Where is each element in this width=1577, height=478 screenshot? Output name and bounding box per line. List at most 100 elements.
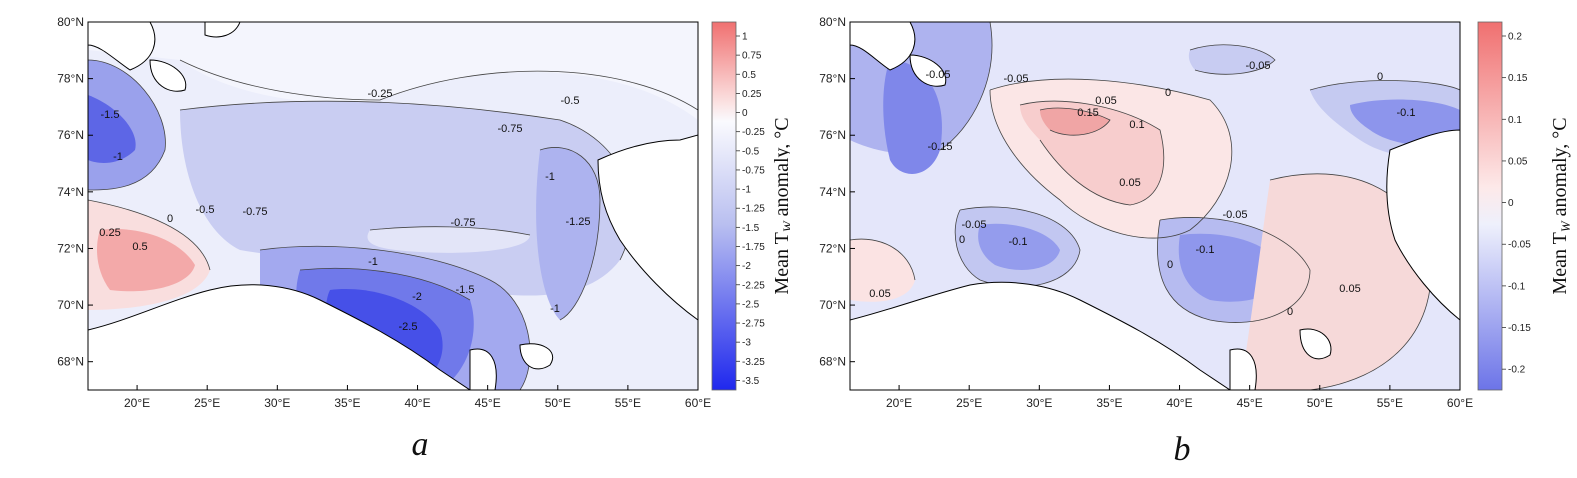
panel-a-lat-ticks: 80°N 78°N 76°N 74°N 72°N 70°N 68°N bbox=[57, 15, 93, 369]
contour-label: -0.75 bbox=[242, 206, 267, 218]
panel-a-field bbox=[88, 22, 698, 390]
colorbar-tick-label: 0.25 bbox=[742, 89, 762, 100]
contour-label: 0.15 bbox=[1077, 107, 1098, 119]
lat-tick-label: 74°N bbox=[57, 185, 84, 199]
contour-label: -0.5 bbox=[196, 204, 215, 216]
lon-tick-label: 50°E bbox=[545, 396, 571, 410]
contour-label: -0.05 bbox=[961, 219, 986, 231]
contour-label: 0.05 bbox=[869, 288, 890, 300]
contour-label: 0.05 bbox=[1119, 177, 1140, 189]
lon-tick-label: 25°E bbox=[194, 396, 220, 410]
panel-b-lon-ticks: 20°E 25°E 30°E 35°E 40°E 45°E 50°E 55°E 60°E bbox=[886, 385, 1473, 410]
contour-label: -0.1 bbox=[1196, 244, 1215, 256]
colorbar-tick-label: -3 bbox=[742, 338, 751, 349]
panel-b-lat-ticks: 80°N 78°N 76°N 74°N 72°N 70°N 68°N bbox=[819, 15, 855, 369]
contour-label: 0.1 bbox=[1129, 119, 1144, 131]
contour-label: -0.1 bbox=[1009, 236, 1028, 248]
colorbar-tick-label: -2.75 bbox=[742, 319, 765, 330]
contour-label: -0.1 bbox=[1397, 107, 1416, 119]
lat-tick-label: 76°N bbox=[57, 128, 84, 142]
colorbar-tick-label: 0.75 bbox=[742, 51, 762, 62]
colorbar-tick-label: 1 bbox=[742, 32, 748, 43]
lat-tick-label: 68°N bbox=[819, 355, 846, 369]
colorbar-tick-label: 0.1 bbox=[1508, 115, 1522, 126]
panel-b-field bbox=[850, 22, 1460, 390]
lon-tick-label: 60°E bbox=[1447, 396, 1473, 410]
colorbar-tick-label: -2.25 bbox=[742, 280, 765, 291]
lon-tick-label: 40°E bbox=[1166, 396, 1192, 410]
colorbar-tick-label: -0.75 bbox=[742, 165, 765, 176]
colorbar-tick-label: -1.75 bbox=[742, 242, 765, 253]
panel-a-colorbar-ticks: 1 0.75 0.5 0.25 0 -0.25 -0.5 -0.75 -1 -1.25 -1.5 -1… bbox=[736, 32, 765, 387]
lon-tick-label: 35°E bbox=[334, 396, 360, 410]
contour-label: -0.25 bbox=[367, 88, 392, 100]
contour-label: -2.5 bbox=[399, 321, 418, 333]
lat-tick-label: 72°N bbox=[57, 241, 84, 255]
colorbar-tick-label: -0.05 bbox=[1508, 240, 1531, 251]
panel-a-colorbar bbox=[711, 21, 737, 391]
contour-label: -1 bbox=[113, 151, 123, 163]
contour-label: -1 bbox=[368, 256, 378, 268]
contour-label: -1 bbox=[550, 303, 560, 315]
contour-label: 0 bbox=[1377, 71, 1383, 83]
contour-label: -0.05 bbox=[1222, 209, 1247, 221]
contour-label: -2 bbox=[412, 291, 422, 303]
contour-label: -1.25 bbox=[565, 216, 590, 228]
lat-tick-label: 70°N bbox=[57, 298, 84, 312]
lat-tick-label: 68°N bbox=[57, 355, 84, 369]
panel-b-contour-labels: -0.05 -0.05-0.0500.050.150.10.05-0.1-0.15… bbox=[869, 60, 1415, 318]
colorbar-tick-label: 0.05 bbox=[1508, 156, 1528, 167]
lat-tick-label: 78°N bbox=[819, 72, 846, 86]
panel-a-frame bbox=[87, 21, 699, 391]
panel-b-frame bbox=[849, 21, 1461, 391]
lon-tick-label: 55°E bbox=[1377, 396, 1403, 410]
contour-label: -1.5 bbox=[101, 109, 120, 121]
lon-tick-label: 55°E bbox=[615, 396, 641, 410]
lon-tick-label: 45°E bbox=[1237, 396, 1263, 410]
colorbar-tick-label: -0.25 bbox=[742, 127, 765, 138]
lon-tick-label: 25°E bbox=[956, 396, 982, 410]
lon-tick-label: 20°E bbox=[124, 396, 150, 410]
panel-b-map: -0.05 -0.05-0.0500.050.150.10.05-0.1-0.15… bbox=[819, 15, 1573, 468]
panel-b-label: b bbox=[1174, 431, 1191, 468]
contour-label: 0 bbox=[959, 234, 965, 246]
contour-label: 0 bbox=[1165, 87, 1171, 99]
colorbar-tick-label: -0.5 bbox=[742, 146, 760, 157]
lon-tick-label: 40°E bbox=[404, 396, 430, 410]
lat-tick-label: 78°N bbox=[57, 72, 84, 86]
contour-label: -1 bbox=[545, 171, 555, 183]
contour-label: -0.5 bbox=[561, 95, 580, 107]
colorbar-tick-label: -1.25 bbox=[742, 204, 765, 215]
lon-tick-label: 35°E bbox=[1096, 396, 1122, 410]
panel-b-land bbox=[850, 22, 1460, 390]
contour-label: 0 bbox=[1167, 259, 1173, 271]
contour-label: -1.5 bbox=[456, 284, 475, 296]
contour-label: -0.05 bbox=[1245, 60, 1270, 72]
colorbar-tick-label: 0.5 bbox=[742, 70, 756, 81]
panel-a-label: a bbox=[412, 426, 429, 463]
contour-label: -0.75 bbox=[497, 123, 522, 135]
panel-a-contour-labels: -0.25 -0.5 -0.75 -1.5 -1 -0.5 -0.75 -0.75 -1 -1.2… bbox=[99, 88, 590, 333]
contour-label: 0.25 bbox=[99, 227, 120, 239]
lon-tick-label: 50°E bbox=[1307, 396, 1333, 410]
colorbar-tick-label: -0.15 bbox=[1508, 323, 1531, 334]
lon-tick-label: 60°E bbox=[685, 396, 711, 410]
contour-label: -0.15 bbox=[927, 141, 952, 153]
colorbar-tick-label: -1.5 bbox=[742, 223, 760, 234]
contour-label: 0.05 bbox=[1095, 95, 1116, 107]
panel-a-colorbar-title: Mean TW anomaly, °C bbox=[771, 117, 790, 294]
colorbar-tick-label: -3.5 bbox=[742, 376, 760, 387]
colorbar-tick-label: -0.1 bbox=[1508, 281, 1526, 292]
colorbar-tick-label: 0.2 bbox=[1508, 32, 1522, 43]
contour-label: -0.05 bbox=[925, 69, 950, 81]
colorbar-tick-label: 0.15 bbox=[1508, 73, 1528, 84]
contour-label: -0.05 bbox=[1003, 73, 1028, 85]
panel-a: -0.25 -0.5 -0.75 -1.5 -1 -0.5 -0.75 -0.75 -1 -1.2… bbox=[0, 0, 795, 473]
colorbar-tick-label: 0 bbox=[1508, 198, 1514, 209]
lon-tick-label: 30°E bbox=[264, 396, 290, 410]
contour-label: 0 bbox=[167, 213, 173, 225]
contour-label: 0.05 bbox=[1339, 283, 1360, 295]
lon-tick-label: 20°E bbox=[886, 396, 912, 410]
colorbar-tick-label: 0 bbox=[742, 108, 748, 119]
lat-tick-label: 76°N bbox=[819, 128, 846, 142]
